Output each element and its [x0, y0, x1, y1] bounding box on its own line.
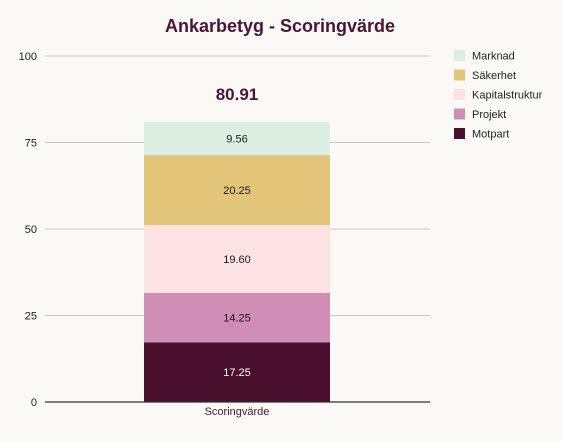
bar-segment-projekt — [144, 293, 330, 343]
bar-segment-marknad — [144, 122, 330, 156]
legend-label: Marknad — [472, 51, 515, 63]
legend-swatch — [454, 108, 465, 120]
y-tick-label: 0 — [31, 397, 37, 409]
legend-swatch — [454, 89, 465, 100]
bar-segment-säkerhet — [144, 155, 330, 226]
legend-swatch — [454, 128, 465, 139]
legend-item-kapitalstruktur: Kapitalstruktur — [454, 89, 543, 102]
segment-value-label: 20.25 — [223, 185, 251, 197]
legend-label: Säkerhet — [472, 70, 516, 82]
legend-label: Projekt — [472, 109, 506, 121]
legend: Marknad Säkerhet Kapitalstruktur Projekt Mot… — [454, 50, 543, 141]
y-tick-label: 25 — [25, 311, 37, 323]
legend-item-motpart: Motpart — [454, 128, 509, 141]
segment-labels: 17.25 14.25 19.60 20.25 9.56 — [223, 134, 251, 380]
y-tick-label: 75 — [25, 138, 37, 150]
segment-value-label: 17.25 — [223, 367, 251, 379]
bar-segment-kapitalstruktur — [144, 225, 330, 294]
legend-swatch — [454, 69, 465, 81]
y-tick-label: 50 — [25, 224, 37, 236]
legend-item-projekt: Projekt — [454, 108, 506, 121]
legend-item-marknad: Marknad — [454, 50, 515, 63]
legend-label: Kapitalstruktur — [472, 90, 543, 102]
x-tick-label: Scoringvärde — [205, 406, 270, 418]
segment-value-label: 19.60 — [223, 254, 251, 266]
segment-value-label: 9.56 — [226, 134, 247, 146]
legend-label: Motpart — [472, 129, 509, 141]
x-axis-ticks: Scoringvärde — [205, 406, 270, 418]
legend-swatch — [454, 50, 465, 61]
segment-value-label: 14.25 — [223, 313, 251, 325]
y-axis-ticks: 0 25 50 75 100 — [19, 51, 37, 409]
total-value-label: 80.91 — [216, 85, 259, 104]
legend-item-säkerhet: Säkerhet — [454, 69, 516, 82]
bar-segment-motpart — [144, 342, 330, 402]
y-tick-label: 100 — [19, 51, 37, 63]
chart-title: Ankarbetyg - Scoringvärde — [165, 16, 395, 36]
bar-stack — [144, 122, 330, 402]
